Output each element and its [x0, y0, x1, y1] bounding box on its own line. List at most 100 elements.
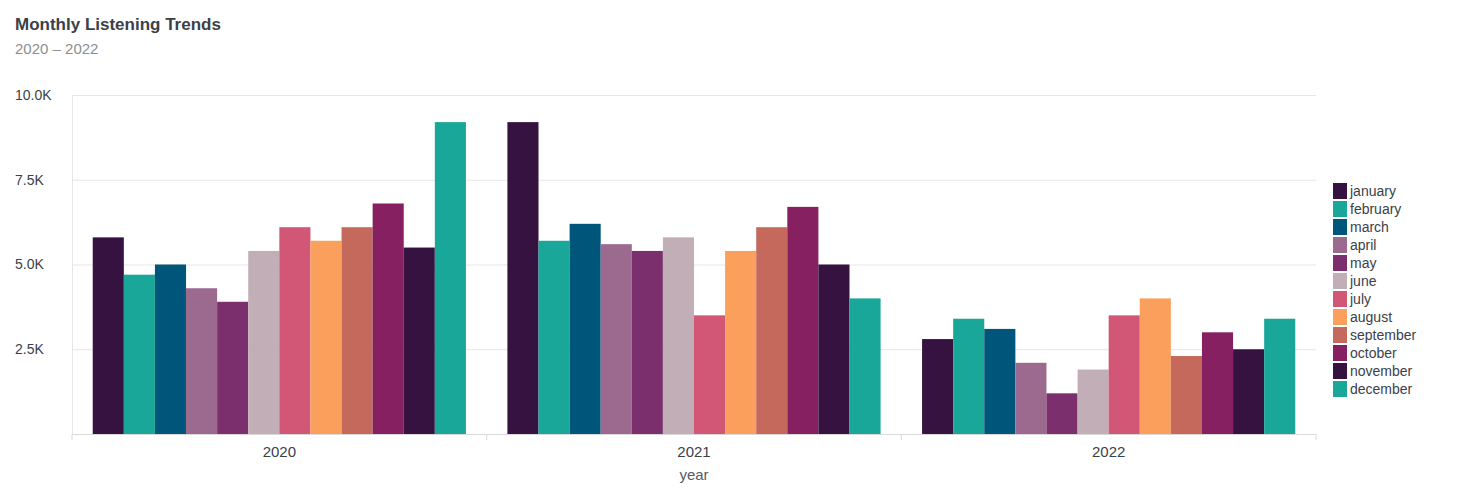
bar[interactable]	[922, 339, 953, 434]
legend-item[interactable]: october	[1333, 345, 1397, 361]
legend-item[interactable]: april	[1333, 237, 1376, 253]
plot: 2.5K5.0K7.5K10.0K202020212022year	[15, 87, 1317, 483]
bar[interactable]	[953, 319, 984, 434]
bar[interactable]	[1264, 319, 1295, 434]
bar[interactable]	[984, 329, 1015, 434]
legend-label: april	[1350, 237, 1376, 253]
bar[interactable]	[787, 207, 818, 434]
bar[interactable]	[570, 224, 601, 434]
legend-item[interactable]: september	[1333, 327, 1416, 343]
legend-label: march	[1350, 219, 1389, 235]
x-tick: 2020	[263, 434, 296, 460]
bar-group	[93, 122, 466, 434]
legend-label: september	[1350, 327, 1416, 343]
bar[interactable]	[1078, 370, 1109, 434]
bar[interactable]	[435, 122, 466, 434]
y-axis-line	[73, 96, 1317, 435]
bar[interactable]	[818, 265, 849, 435]
legend-item[interactable]: november	[1333, 363, 1413, 379]
legend-item[interactable]: december	[1333, 381, 1413, 397]
bar[interactable]	[310, 241, 341, 434]
bar[interactable]	[1202, 332, 1233, 434]
bar[interactable]	[1140, 298, 1171, 434]
x-tick: 2021	[677, 434, 710, 460]
bar[interactable]	[217, 302, 248, 434]
title: Monthly Listening Trends	[15, 15, 221, 34]
x-divider	[486, 434, 487, 440]
legend-label: november	[1350, 363, 1413, 379]
bar[interactable]	[601, 244, 632, 434]
bar[interactable]	[404, 248, 435, 434]
legend-swatch	[1333, 255, 1347, 271]
legend-swatch	[1333, 219, 1347, 235]
bars	[93, 122, 1296, 434]
legend-swatch	[1333, 345, 1347, 361]
bar[interactable]	[507, 122, 538, 434]
bar-group	[507, 122, 880, 434]
bar[interactable]	[279, 227, 310, 434]
legend-label: july	[1349, 291, 1371, 307]
legend-item[interactable]: july	[1333, 291, 1371, 307]
chart: Monthly Listening Trends2020 – 20222.5K5…	[0, 0, 1476, 502]
legend-label: june	[1349, 273, 1377, 289]
bar[interactable]	[186, 288, 217, 434]
bar[interactable]	[155, 265, 186, 435]
y-tick: 10.0K	[15, 87, 1316, 103]
legend-item[interactable]: january	[1333, 183, 1396, 199]
y-axis: 2.5K5.0K7.5K10.0K	[15, 87, 1316, 435]
legend-label: october	[1350, 345, 1397, 361]
subtitle: 2020 – 2022	[15, 40, 98, 57]
grid-line	[72, 95, 1316, 96]
bar[interactable]	[1015, 363, 1046, 434]
bar[interactable]	[725, 251, 756, 434]
legend-label: august	[1350, 309, 1392, 325]
x-divider	[72, 434, 73, 440]
x-divider	[1316, 434, 1317, 440]
x-tick-label: 2020	[263, 443, 296, 460]
bar[interactable]	[663, 237, 694, 434]
x-divider	[901, 434, 902, 440]
x-tick-label: 2021	[677, 443, 710, 460]
x-tick-label: 2022	[1092, 443, 1125, 460]
bar[interactable]	[694, 315, 725, 434]
x-axis: 2020 2021 2022	[72, 434, 1317, 460]
bar[interactable]	[93, 237, 124, 434]
y-tick: 7.5K	[15, 172, 1316, 188]
bar-group	[922, 298, 1295, 434]
legend-item[interactable]: march	[1333, 219, 1389, 235]
legend-swatch	[1333, 183, 1347, 199]
y-tick-label: 5.0K	[15, 256, 44, 272]
legend-swatch	[1333, 309, 1347, 325]
x-tick: 2022	[1092, 434, 1125, 460]
legend-item[interactable]: june	[1333, 273, 1377, 289]
y-tick-label: 10.0K	[15, 87, 52, 103]
bar[interactable]	[1046, 393, 1077, 434]
legend-swatch	[1333, 381, 1347, 397]
x-axis-line	[73, 434, 1317, 435]
bar[interactable]	[1109, 315, 1140, 434]
legend-item[interactable]: august	[1333, 309, 1392, 325]
legend: january february march april may june july augu…	[1333, 183, 1416, 397]
legend-label: december	[1350, 381, 1413, 397]
bar[interactable]	[632, 251, 663, 434]
bar[interactable]	[539, 241, 570, 434]
bar[interactable]	[1233, 349, 1264, 434]
grid-line	[72, 180, 1316, 181]
bar[interactable]	[373, 203, 404, 434]
bar[interactable]	[850, 298, 881, 434]
bar[interactable]	[124, 275, 155, 434]
bar[interactable]	[756, 227, 787, 434]
legend-item[interactable]: may	[1333, 255, 1376, 271]
legend-swatch	[1333, 273, 1347, 289]
x-axis-title: year	[679, 466, 708, 483]
legend-swatch	[1333, 327, 1347, 343]
bar[interactable]	[248, 251, 279, 434]
legend-label: february	[1350, 201, 1401, 217]
legend-swatch	[1333, 201, 1347, 217]
legend-item[interactable]: february	[1333, 201, 1401, 217]
legend-swatch	[1333, 291, 1347, 307]
bar[interactable]	[342, 227, 373, 434]
legend-label: january	[1349, 183, 1396, 199]
legend-label: may	[1350, 255, 1376, 271]
bar[interactable]	[1171, 356, 1202, 434]
